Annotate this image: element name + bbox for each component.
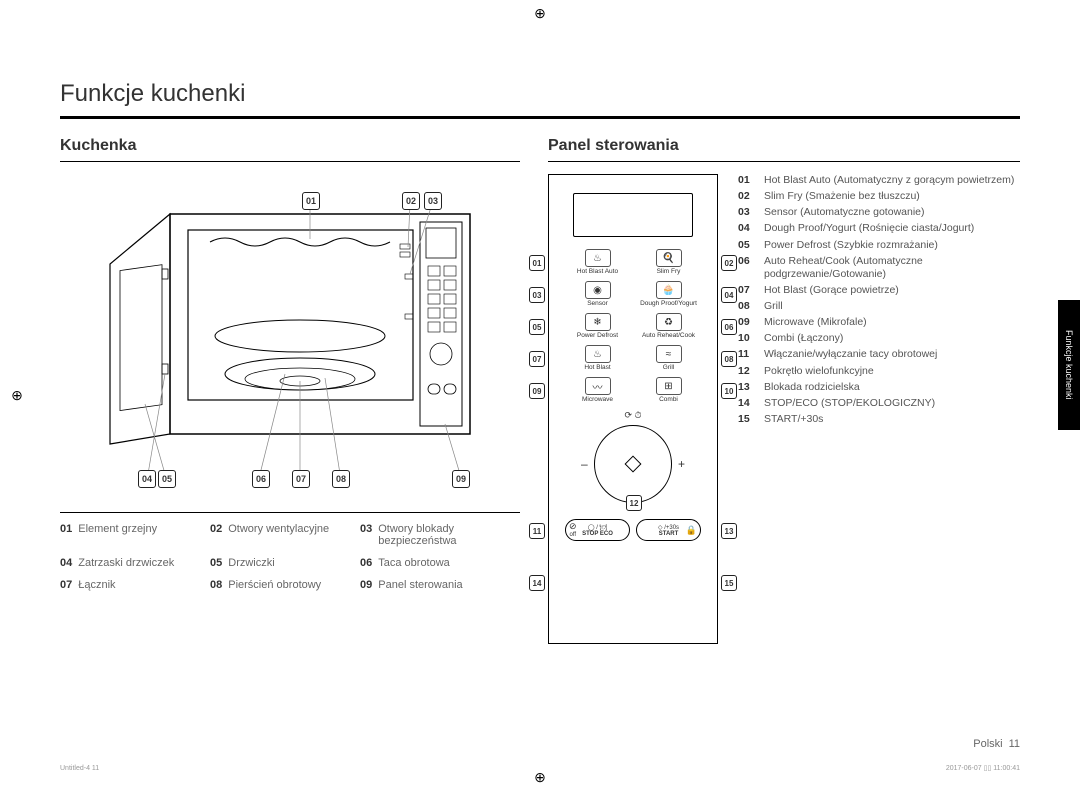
pc: 11 bbox=[529, 523, 545, 539]
pc: 05 bbox=[529, 319, 545, 335]
footer-right: 2017-06-07 ▯▯ 11:00:41 bbox=[946, 764, 1020, 772]
pc: 12 bbox=[626, 495, 642, 511]
pc: 08 bbox=[721, 351, 737, 367]
panel-legend: 01Hot Blast Auto (Automatyczny z gorącym… bbox=[738, 174, 1020, 644]
pc: 15 bbox=[721, 575, 737, 591]
lock-icon: 🔒 bbox=[686, 525, 697, 536]
pc: 14 bbox=[529, 575, 545, 591]
title-rule bbox=[60, 116, 1020, 119]
pc: 01 bbox=[529, 255, 545, 271]
pc: 03 bbox=[529, 287, 545, 303]
callout-04: 04 bbox=[138, 470, 156, 488]
control-panel-diagram: ♨Hot Blast Auto 🍳Slim Fry ◉Sensor 🧁Dough… bbox=[548, 174, 718, 644]
oven-diagram: 01 02 03 04 05 06 07 08 09 bbox=[60, 174, 520, 504]
legend-item: 05Drzwiczki bbox=[210, 557, 360, 569]
side-tab: Funkcje kuchenki bbox=[1058, 300, 1080, 430]
page-title: Funkcje kuchenki bbox=[60, 80, 1020, 108]
crop-mark-left: ⊕ bbox=[10, 388, 24, 402]
footer-left: Untitled-4 11 bbox=[60, 765, 99, 772]
panel-btn: 〰Microwave bbox=[565, 377, 630, 403]
crop-mark-bottom: ⊕ bbox=[533, 770, 547, 784]
panel-btn: ❄Power Defrost bbox=[565, 313, 630, 339]
legend-item: 04Zatrzaski drzwiczek bbox=[60, 557, 210, 569]
legend-item: 09Panel sterowania bbox=[360, 579, 520, 591]
callout-01: 01 bbox=[302, 192, 320, 210]
pc: 04 bbox=[721, 287, 737, 303]
pc: 02 bbox=[721, 255, 737, 271]
oven-svg bbox=[60, 174, 520, 504]
pc: 09 bbox=[529, 383, 545, 399]
callout-08: 08 bbox=[332, 470, 350, 488]
oven-section-title: Kuchenka bbox=[60, 137, 520, 155]
panel-dial: ⟳ ⏱ – + bbox=[594, 425, 672, 503]
pc: 06 bbox=[721, 319, 737, 335]
legend-item: 06Taca obrotowa bbox=[360, 557, 520, 569]
legend-item: 02Otwory wentylacyjne bbox=[210, 523, 360, 547]
legend-item: 01Element grzejny bbox=[60, 523, 210, 547]
callout-05: 05 bbox=[158, 470, 176, 488]
panel-btn: 🧁Dough Proof/Yogurt bbox=[636, 281, 701, 307]
oven-rule bbox=[60, 161, 520, 162]
pc: 10 bbox=[721, 383, 737, 399]
panel-btn: ♻Auto Reheat/Cook bbox=[636, 313, 701, 339]
callout-02: 02 bbox=[402, 192, 420, 210]
page-number: Polski11 bbox=[973, 738, 1020, 750]
oven-legend-rule bbox=[60, 512, 520, 513]
panel-rule bbox=[548, 161, 1020, 162]
panel-btn: 🍳Slim Fry bbox=[636, 249, 701, 275]
panel-btn: ⊞Combi bbox=[636, 377, 701, 403]
callout-07: 07 bbox=[292, 470, 310, 488]
crop-mark-top: ⊕ bbox=[533, 6, 547, 20]
panel-display bbox=[573, 193, 693, 237]
legend-item: 07Łącznik bbox=[60, 579, 210, 591]
oven-legend: 01Element grzejny 02Otwory wentylacyjne … bbox=[60, 523, 520, 591]
callout-09: 09 bbox=[452, 470, 470, 488]
turntable-off-icon: ⊘ off bbox=[569, 521, 577, 538]
panel-section-title: Panel sterowania bbox=[548, 137, 1020, 155]
panel-btn: ♨Hot Blast bbox=[565, 345, 630, 371]
panel-btn: ◉Sensor bbox=[565, 281, 630, 307]
pc: 13 bbox=[721, 523, 737, 539]
callout-06: 06 bbox=[252, 470, 270, 488]
pc: 07 bbox=[529, 351, 545, 367]
panel-btn: ♨Hot Blast Auto bbox=[565, 249, 630, 275]
legend-item: 03Otwory blokady bezpieczeństwa bbox=[360, 523, 520, 547]
panel-btn: ≈Grill bbox=[636, 345, 701, 371]
callout-03: 03 bbox=[424, 192, 442, 210]
legend-item: 08Pierścień obrotowy bbox=[210, 579, 360, 591]
